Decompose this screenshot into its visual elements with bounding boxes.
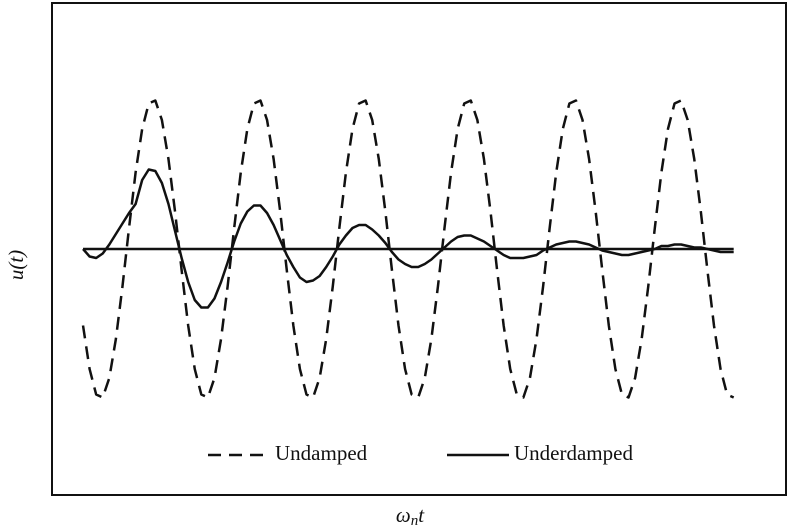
x-label-sub: n [411, 513, 419, 529]
legend-label: Underdamped [514, 441, 633, 465]
plot-frame [51, 2, 787, 496]
x-axis-label: ωnt [396, 503, 425, 529]
series-line [82, 168, 734, 309]
x-label-part: t [418, 503, 425, 527]
series-line [81, 99, 735, 399]
x-label-part: ω [396, 503, 411, 527]
y-axis-label: u(t) [4, 250, 28, 280]
legend-label: Undamped [275, 441, 368, 465]
